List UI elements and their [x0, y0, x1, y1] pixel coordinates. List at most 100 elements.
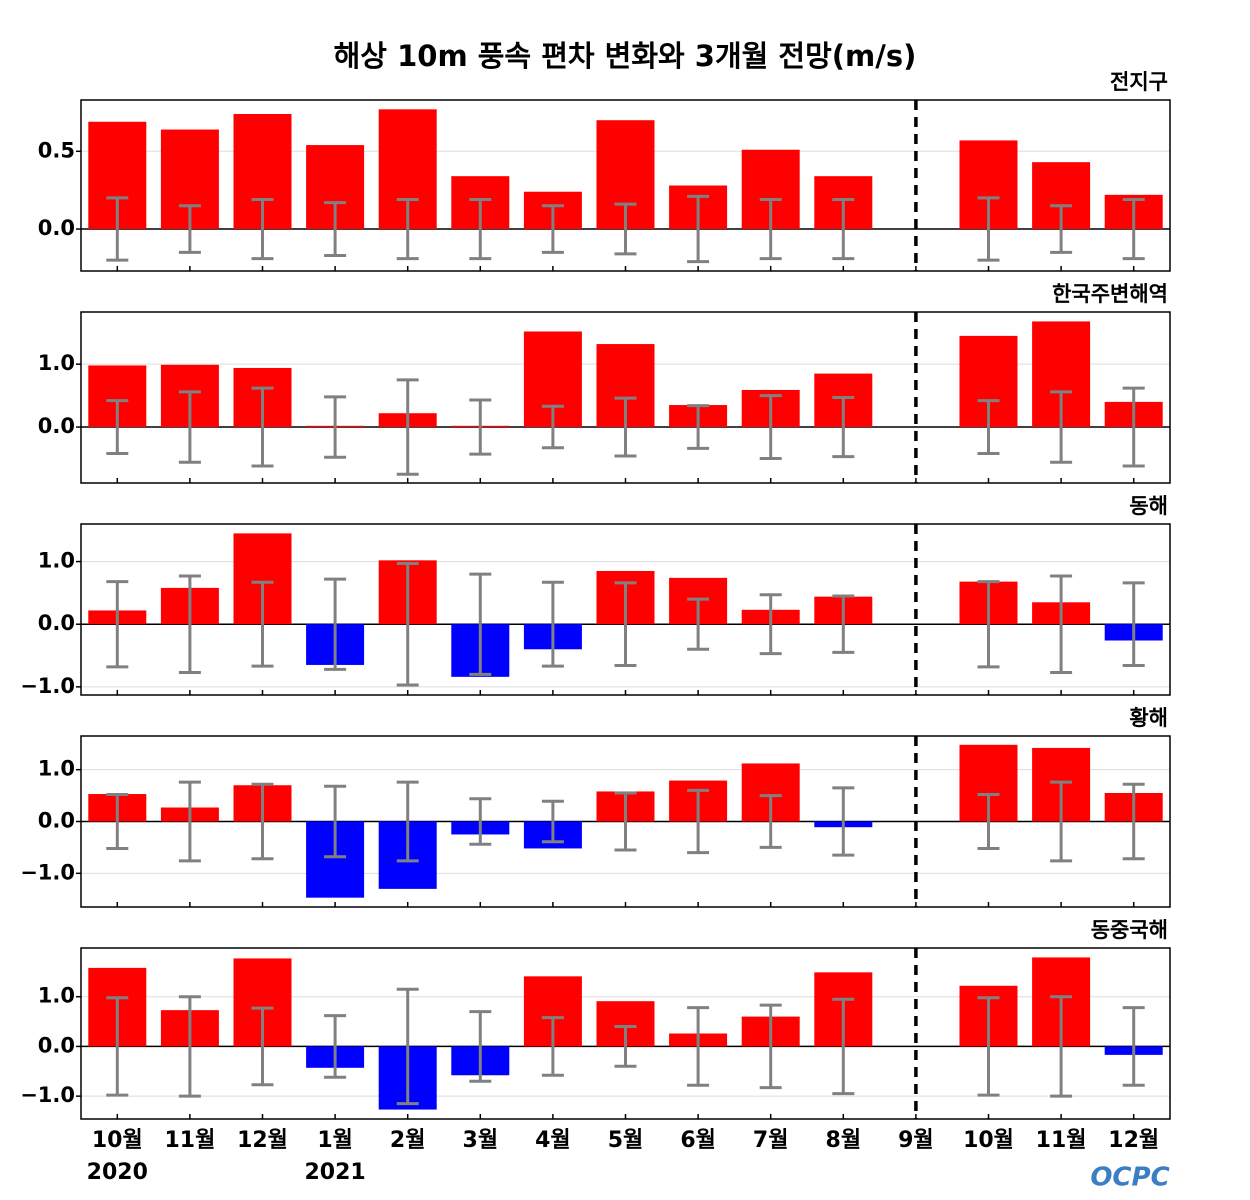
panel-title: 동중국해: [1091, 918, 1168, 942]
x-tick-label: 9월: [898, 1128, 934, 1153]
y-tick-label: −1.0: [20, 674, 75, 698]
error-bar: [832, 594, 855, 654]
error-bar: [324, 1014, 347, 1079]
x-tick-label: 11월: [164, 1128, 215, 1153]
error-bar: [759, 197, 782, 261]
y-tick-label: 1.0: [38, 549, 75, 573]
y-tick-label: 0.0: [38, 611, 75, 635]
x-tick-label: 4월: [535, 1128, 571, 1153]
error-bar: [396, 987, 419, 1106]
error-bar: [1122, 1006, 1145, 1087]
x-tick-label: 3월: [463, 1128, 499, 1153]
error-bar: [1050, 390, 1073, 464]
error-bar: [832, 997, 855, 1096]
y-tick-label: 0.0: [38, 1033, 75, 1057]
error-bar: [687, 788, 710, 855]
x-year-label: 2021: [304, 1160, 365, 1185]
error-bar: [977, 996, 1000, 1097]
error-bar: [106, 196, 129, 262]
error-bar: [832, 197, 855, 261]
error-bar: [687, 597, 710, 651]
x-tick-label: 6월: [680, 1128, 716, 1153]
error-bar: [396, 197, 419, 261]
error-bar: [541, 799, 564, 844]
error-bar: [396, 378, 419, 476]
error-bar: [1122, 782, 1145, 861]
error-bar: [1050, 780, 1073, 863]
error-bar: [106, 580, 129, 669]
error-bar: [1122, 386, 1145, 468]
error-bar: [251, 386, 274, 468]
error-bar: [759, 394, 782, 460]
panel-title: 황해: [1129, 706, 1168, 730]
x-tick-label: 12월: [1108, 1128, 1159, 1153]
x-year-label: 2020: [87, 1160, 148, 1185]
y-tick-label: 1.0: [38, 757, 75, 781]
error-bar: [1050, 995, 1073, 1098]
plot-frame: [80, 735, 1171, 908]
error-bar: [1122, 197, 1145, 261]
error-bar: [251, 197, 274, 261]
y-tick-label: −1.0: [20, 1083, 75, 1107]
plot-frame: [80, 99, 1171, 272]
plot-frame: [80, 523, 1171, 696]
error-bar: [541, 404, 564, 450]
error-bar: [614, 1025, 637, 1068]
error-bar: [396, 561, 419, 687]
y-tick-label: 0.5: [38, 138, 75, 162]
y-tick-label: 0.0: [38, 216, 75, 240]
error-bar: [396, 780, 419, 863]
error-bar: [541, 580, 564, 668]
panel-title: 한국주변해역: [1052, 282, 1168, 306]
error-bar: [541, 1016, 564, 1077]
error-bar: [251, 580, 274, 668]
error-bar: [106, 399, 129, 455]
x-tick-label: 2월: [390, 1128, 426, 1153]
error-bar: [251, 1006, 274, 1087]
plot-frame: [80, 947, 1171, 1120]
error-bar: [324, 201, 347, 257]
logo: OCPC: [1090, 1163, 1169, 1193]
error-bar: [687, 194, 710, 264]
error-bar: [469, 572, 492, 676]
panel-title: 전지구: [1110, 70, 1168, 94]
error-bar: [1050, 574, 1073, 674]
error-bar: [178, 574, 201, 674]
error-bar: [324, 784, 347, 859]
panel-title: 동해: [1129, 494, 1168, 518]
x-tick-label: 5월: [608, 1128, 644, 1153]
error-bar: [178, 995, 201, 1098]
error-bar: [977, 580, 1000, 669]
y-tick-label: −1.0: [20, 860, 75, 884]
x-tick-label: 12월: [237, 1128, 288, 1153]
error-bar: [178, 204, 201, 254]
error-bar: [469, 197, 492, 261]
error-bar: [178, 390, 201, 464]
error-bar: [469, 398, 492, 456]
error-bar: [614, 202, 637, 256]
chart-title: 해상 10m 풍속 편차 변화와 3개월 전망(m/s): [334, 39, 917, 73]
x-tick-label: 8월: [826, 1128, 862, 1153]
y-tick-label: 0.0: [38, 414, 75, 438]
plot-frame: [80, 311, 1171, 484]
error-bar: [759, 794, 782, 849]
x-tick-label: 1월: [317, 1128, 353, 1153]
error-bar: [977, 793, 1000, 850]
x-tick-label: 11월: [1036, 1128, 1087, 1153]
x-tick-label: 10월: [92, 1128, 143, 1153]
error-bar: [759, 593, 782, 656]
error-bar: [832, 396, 855, 459]
error-bar: [687, 1006, 710, 1087]
error-bar: [469, 797, 492, 846]
error-bar: [106, 793, 129, 850]
error-bar: [832, 786, 855, 857]
error-bar: [614, 396, 637, 458]
error-bar: [541, 204, 564, 254]
x-tick-label: 7월: [753, 1128, 789, 1153]
error-bar: [1050, 204, 1073, 254]
error-bar: [614, 581, 637, 668]
error-bar: [977, 196, 1000, 262]
error-bar: [759, 1003, 782, 1090]
error-bar: [251, 782, 274, 861]
error-bar: [106, 996, 129, 1097]
